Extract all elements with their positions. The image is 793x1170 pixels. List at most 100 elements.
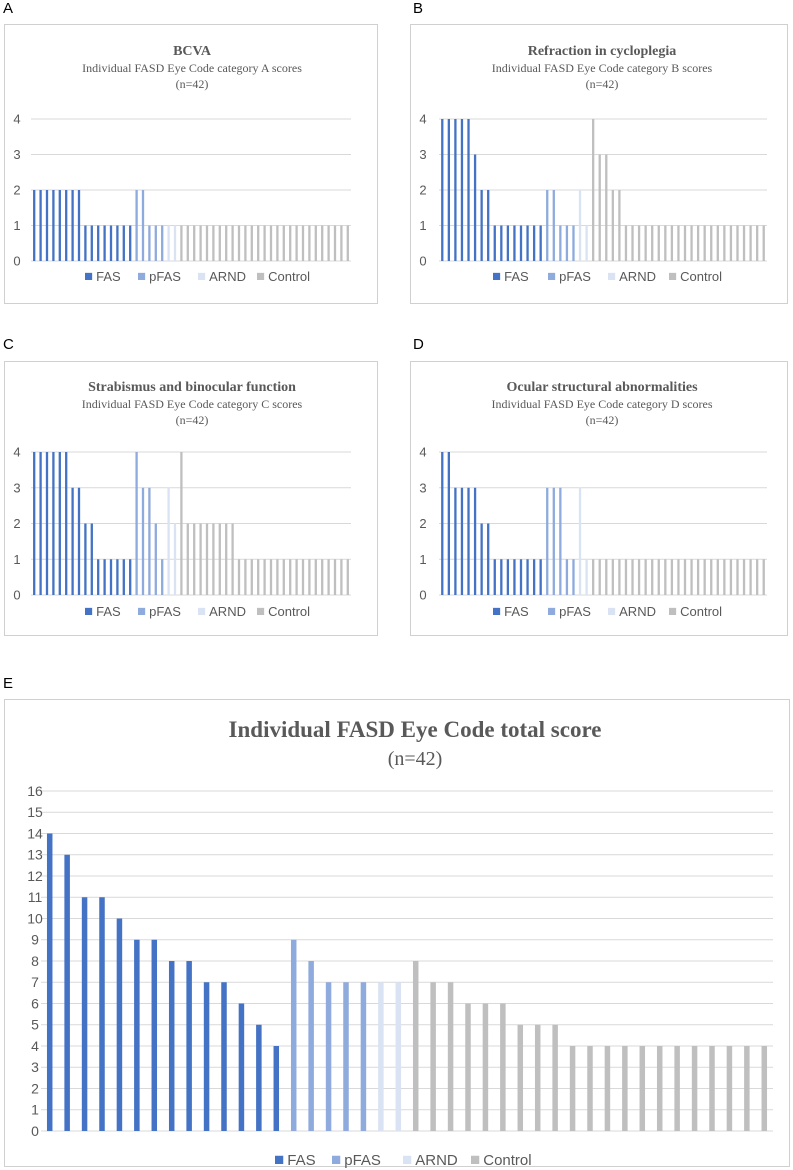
bar-fas <box>71 487 74 595</box>
panel-letter-c: C <box>3 336 14 353</box>
bar-control <box>736 559 739 595</box>
legend-swatch-control <box>669 607 677 615</box>
bar-control <box>289 225 292 261</box>
bar-control <box>683 225 687 261</box>
legend-label-fas: FAS <box>287 1152 315 1168</box>
bar-fas <box>90 523 93 595</box>
y-tick-label: 3 <box>419 147 426 162</box>
bar-fas <box>487 523 490 595</box>
bar-fas <box>109 225 113 261</box>
legend-swatch-arnd <box>403 1155 412 1164</box>
bar-fas <box>45 190 49 261</box>
bar-control <box>637 225 641 261</box>
bar-control <box>186 523 189 595</box>
y-tick-label: 16 <box>27 783 43 799</box>
y-tick-label: 2 <box>419 183 426 198</box>
legend-swatch-pfas <box>548 607 556 615</box>
bar-control <box>736 225 739 261</box>
bar-control <box>651 559 654 595</box>
bar-fas <box>122 225 125 261</box>
y-tick-label: 1 <box>31 1102 39 1118</box>
legend-label-fas: FAS <box>96 604 121 619</box>
bar-control <box>677 559 680 595</box>
bar-fas <box>90 225 93 261</box>
bar-fas <box>122 559 125 595</box>
y-tick-label: 0 <box>13 254 20 269</box>
bar-control <box>199 523 202 595</box>
y-tick-label: 12 <box>27 868 43 884</box>
bar-fas <box>97 559 100 595</box>
chart-panel-e: Individual FASD Eye Code total score (n=4… <box>4 699 790 1168</box>
bar-control <box>314 225 317 261</box>
bar-control <box>690 225 693 261</box>
y-tick-label: 4 <box>13 112 20 127</box>
bar-fas <box>203 982 210 1131</box>
bar-fas <box>52 452 55 595</box>
chart-panel-b: Refraction in cycloplegia Individual FASD… <box>410 24 788 304</box>
bar-control <box>257 559 260 595</box>
bar-control <box>592 559 595 595</box>
bar-control <box>180 225 183 261</box>
bar-fas <box>460 487 464 595</box>
bar-control <box>333 225 337 261</box>
bar-fas <box>487 190 490 261</box>
bar-pfas <box>325 982 332 1131</box>
bar-control <box>199 225 202 261</box>
bar-fas <box>441 452 444 595</box>
bar-control <box>321 559 324 595</box>
y-tick-label: 1 <box>419 552 426 567</box>
bar-control <box>552 1024 558 1131</box>
bar-control <box>598 154 601 261</box>
bar-control <box>710 225 713 261</box>
y-tick-label: 0 <box>31 1123 39 1139</box>
bar-pfas <box>290 939 297 1131</box>
bar-control <box>657 225 660 261</box>
chart-svg-b: Refraction in cycloplegia Individual FASD… <box>419 44 767 284</box>
legend-swatch-control <box>257 272 265 280</box>
bar-fas <box>532 225 536 261</box>
bar-control <box>716 559 719 595</box>
bar-control <box>412 961 419 1131</box>
y-tick-label: 8 <box>31 953 39 969</box>
legend-swatch-pfas <box>332 1155 341 1164</box>
legend-label-arnd: ARND <box>415 1152 458 1168</box>
bar-control <box>690 559 693 595</box>
legend-swatch-control <box>471 1155 480 1164</box>
bar-fas <box>500 225 503 261</box>
bar-control <box>218 523 221 595</box>
legend-label-fas: FAS <box>504 269 529 284</box>
y-tick-label: 3 <box>419 480 426 495</box>
bar-fas <box>103 225 106 261</box>
bar-arnd <box>395 982 402 1131</box>
bar-fas <box>33 452 36 595</box>
legend-label-pfas: pFAS <box>344 1152 381 1168</box>
chart-title: BCVA <box>173 44 212 59</box>
legend-label-arnd: ARND <box>209 269 246 284</box>
y-tick-label: 0 <box>13 588 20 603</box>
bar-control <box>691 1046 698 1131</box>
bar-control <box>314 559 317 595</box>
bar-fas <box>447 119 450 261</box>
legend-swatch-fas <box>85 607 93 615</box>
legend-label-control: Control <box>680 604 722 619</box>
bar-pfas <box>572 559 575 595</box>
bar-control <box>269 559 273 595</box>
bar-control <box>644 225 647 261</box>
bar-arnd <box>378 982 384 1131</box>
bar-control <box>250 225 253 261</box>
bar-control <box>618 190 621 261</box>
bar-fas <box>441 119 444 261</box>
bar-control <box>244 225 247 261</box>
y-tick-label: 4 <box>13 445 20 460</box>
chart-svg-c: Strabismus and binocular function Individ… <box>13 380 351 619</box>
bar-control <box>631 559 634 595</box>
bar-fas <box>473 154 477 261</box>
bar-control <box>762 559 765 595</box>
bar-pfas <box>546 190 549 261</box>
bar-fas <box>221 982 227 1131</box>
bar-fas <box>77 487 81 595</box>
bar-control <box>193 523 196 595</box>
y-tick-label: 9 <box>31 932 39 948</box>
y-tick-label: 15 <box>27 804 43 820</box>
bar-fas <box>539 559 542 595</box>
